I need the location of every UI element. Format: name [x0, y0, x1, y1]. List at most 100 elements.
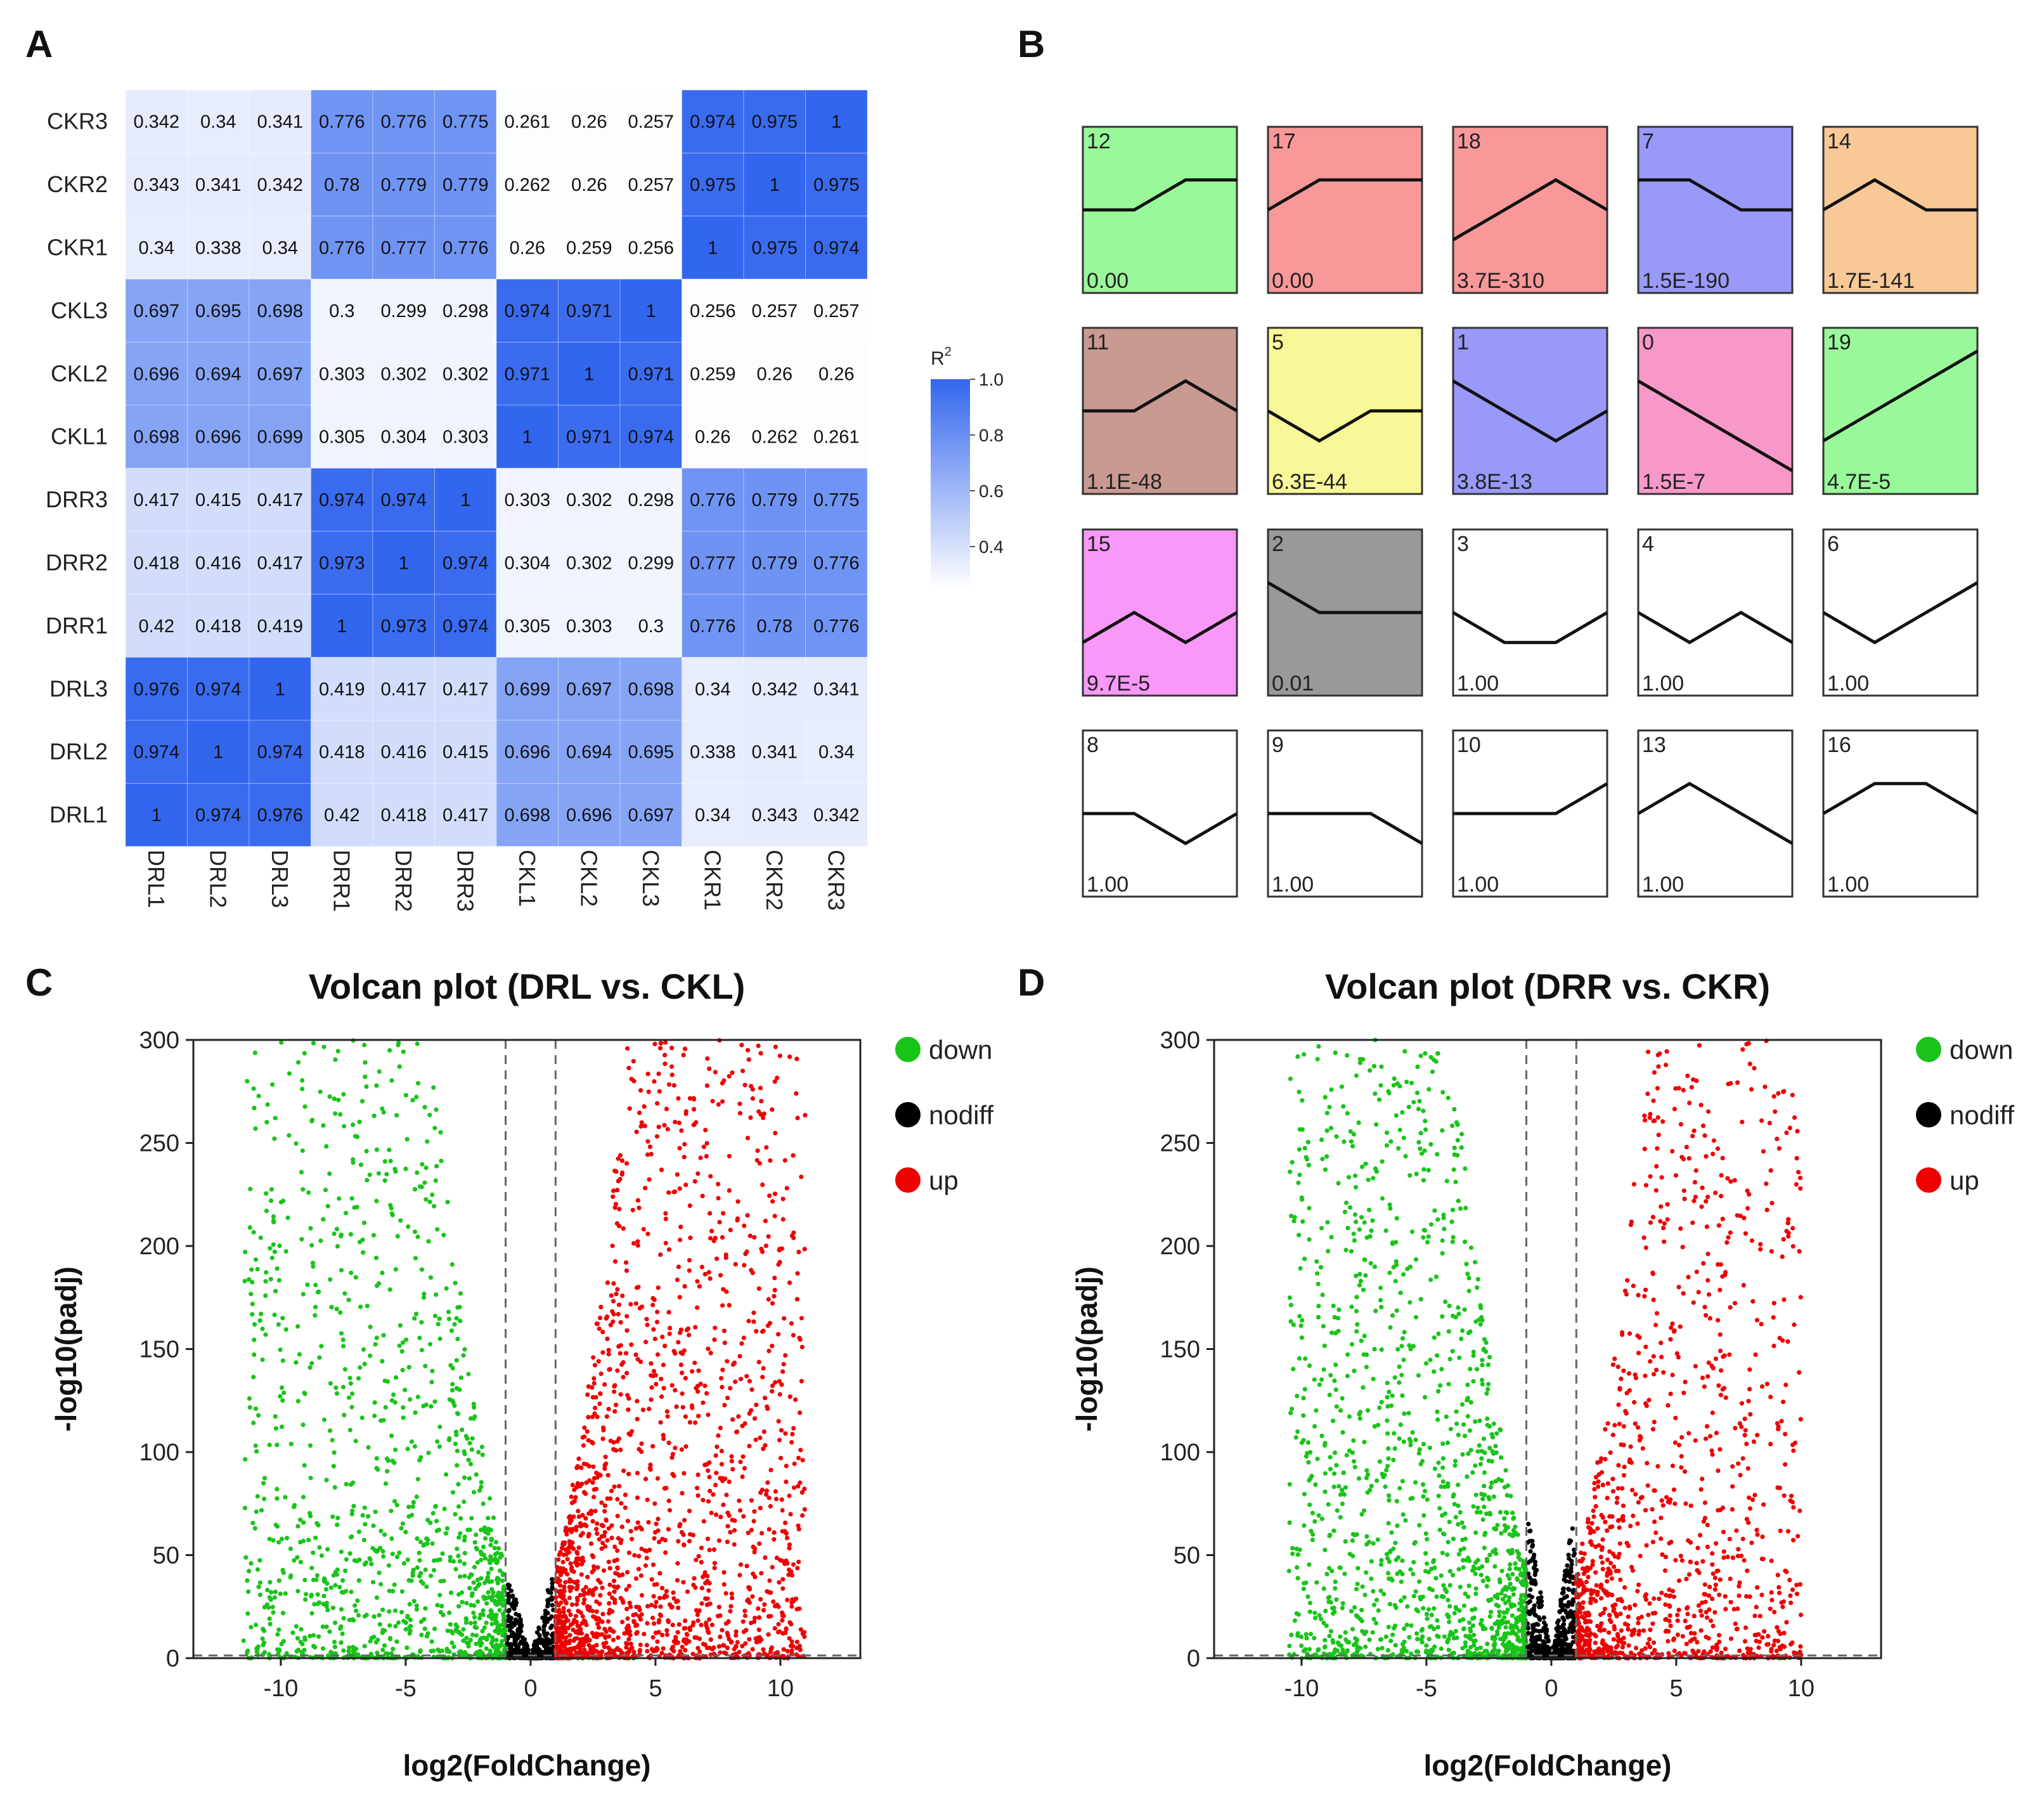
- scatter-point: [1328, 1467, 1333, 1472]
- scatter-point: [333, 1057, 338, 1062]
- scatter-point: [563, 1614, 569, 1620]
- scatter-point: [725, 1630, 730, 1635]
- scatter-point: [1378, 1285, 1383, 1290]
- scatter-point: [382, 1532, 387, 1537]
- scatter-point: [261, 1628, 267, 1633]
- scatter-point: [353, 1439, 358, 1444]
- scatter-point: [365, 1304, 370, 1309]
- legend-label-nodiff: nodiff: [929, 1100, 993, 1130]
- scatter-point: [1387, 1202, 1392, 1207]
- scatter-point: [451, 1559, 456, 1564]
- scatter-point: [782, 1158, 787, 1163]
- heatmap-cell: [496, 467, 559, 532]
- scatter-point: [505, 1642, 510, 1647]
- scatter-point: [585, 1429, 590, 1434]
- scatter-point: [626, 1407, 631, 1412]
- scatter-point: [571, 1627, 576, 1632]
- scatter-point: [719, 1462, 724, 1467]
- scatter-point: [1368, 1234, 1373, 1239]
- scatter-point: [680, 1391, 685, 1396]
- heatmap-cell-label: 0.338: [690, 743, 736, 763]
- scatter-point: [1361, 1287, 1366, 1292]
- scatter-point: [1448, 1427, 1453, 1432]
- scatter-point: [1421, 1606, 1426, 1611]
- scatter-point: [271, 1219, 276, 1224]
- scatter-point: [462, 1475, 467, 1480]
- scatter-point: [592, 1411, 597, 1416]
- scatter-point: [334, 1391, 340, 1396]
- scatter-point: [549, 1623, 555, 1628]
- scatter-point: [1385, 1463, 1390, 1469]
- scatter-point: [567, 1527, 572, 1532]
- scatter-point: [1503, 1593, 1508, 1599]
- scatter-point: [1411, 1571, 1416, 1576]
- scatter-point: [1354, 1329, 1359, 1334]
- scatter-point: [406, 1365, 411, 1370]
- scatter-point: [1390, 1240, 1395, 1245]
- scatter-point: [351, 1157, 356, 1162]
- heatmap-cell-label: 1: [708, 238, 718, 259]
- scatter-point: [1342, 1209, 1348, 1214]
- scatter-point: [251, 1086, 256, 1091]
- scatter-point: [761, 1607, 766, 1613]
- scatter-point: [1299, 1335, 1304, 1340]
- scatter-point: [348, 1232, 354, 1237]
- scatter-point: [250, 1280, 255, 1285]
- scatter-point: [644, 1555, 649, 1561]
- heatmap-row-label: CKR2: [47, 171, 108, 197]
- scatter-point: [791, 1425, 796, 1431]
- scatter-point: [1439, 1646, 1444, 1651]
- scatter-point: [1326, 1502, 1331, 1507]
- scatter-point: [408, 1397, 413, 1402]
- scatter-point: [730, 1070, 735, 1075]
- scatter-point: [758, 1435, 763, 1441]
- heatmap-cell: [249, 782, 311, 847]
- scatter-point: [595, 1621, 600, 1626]
- scatter-point: [590, 1480, 595, 1485]
- heatmap-cell: [743, 342, 806, 406]
- heatmap-cell: [187, 531, 250, 595]
- scatter-point: [1477, 1418, 1482, 1424]
- profile-line: [1822, 782, 1979, 815]
- scatter-point: [711, 1547, 716, 1552]
- scatter-point: [1480, 1496, 1485, 1502]
- scatter-point: [562, 1598, 567, 1603]
- scatter-point: [271, 1242, 276, 1247]
- scatter-point: [618, 1447, 623, 1452]
- scatter-point: [271, 1538, 276, 1543]
- scatter-point: [440, 1551, 445, 1556]
- scatter-point: [400, 1368, 405, 1373]
- scatter-point: [784, 1626, 789, 1632]
- scatter-point: [264, 1120, 269, 1125]
- scatter-point: [631, 1619, 637, 1624]
- scatter-point: [568, 1613, 573, 1618]
- scatter-point: [1381, 1592, 1387, 1597]
- scatter-point: [678, 1362, 683, 1367]
- scatter-point: [250, 1312, 255, 1317]
- heatmap-cell-label: 0.415: [195, 490, 242, 510]
- scatter-point: [633, 1352, 638, 1358]
- scatter-point: [421, 1295, 427, 1300]
- scatter-point: [796, 1249, 801, 1254]
- scatter-point: [680, 1644, 685, 1649]
- scatter-point: [772, 1275, 777, 1280]
- scatter-point: [309, 1611, 314, 1616]
- scatter-point: [302, 1391, 307, 1396]
- scatter-point: [1328, 1126, 1334, 1131]
- scatter-point: [400, 1521, 406, 1526]
- scatter-point: [1446, 1597, 1451, 1602]
- scatter-point: [1423, 1569, 1428, 1574]
- scatter-point: [1423, 1127, 1428, 1132]
- scatter-point: [1340, 1502, 1345, 1507]
- scatter-point: [675, 1277, 680, 1282]
- scatter-point: [661, 1363, 666, 1368]
- scatter-point: [368, 1353, 373, 1358]
- profile-id: 7: [1642, 129, 1654, 153]
- scatter-point: [446, 1316, 452, 1321]
- scatter-point: [727, 1302, 732, 1308]
- scatter-point: [1439, 1484, 1444, 1489]
- scatter-point: [256, 1585, 261, 1590]
- scatter-point: [518, 1619, 523, 1625]
- scatter-point: [431, 1085, 436, 1090]
- scatter-point: [1508, 1631, 1514, 1636]
